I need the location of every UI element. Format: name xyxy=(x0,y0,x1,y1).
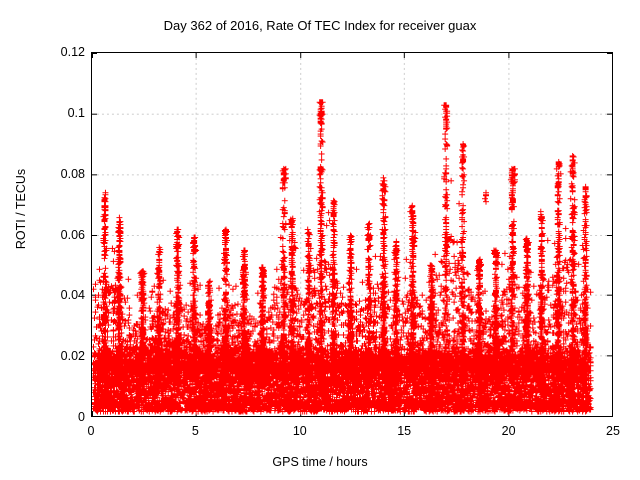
y-tick-label: 0.1 xyxy=(67,105,85,120)
chart-title: Day 362 of 2016, Rate Of TEC Index for r… xyxy=(163,18,477,33)
y-tick-label: 0.12 xyxy=(60,45,85,59)
x-tick-label: 0 xyxy=(87,424,95,438)
y-tick-label: 0.08 xyxy=(60,166,85,181)
x-axis-label: GPS time / hours xyxy=(272,455,368,469)
y-axis-tick-labels: 0 0.02 0.04 0.06 0.08 0.1 0.12 xyxy=(10,0,85,480)
y-tick-label: 0.04 xyxy=(60,288,85,303)
x-tick-label: 25 xyxy=(606,424,620,438)
plot-area xyxy=(91,52,613,417)
y-axis-label: ROTI / TECUs xyxy=(14,168,28,250)
x-tick-label: 20 xyxy=(501,424,516,438)
y-tick-label: 0.02 xyxy=(60,349,85,364)
y-tick-label: 0 xyxy=(78,410,85,424)
scatter-plot-canvas xyxy=(92,53,612,416)
x-tick-label: 15 xyxy=(397,424,412,438)
y-tick-label: 0.06 xyxy=(60,227,85,242)
x-tick-label: 5 xyxy=(191,424,199,438)
x-tick-label: 10 xyxy=(292,424,307,438)
